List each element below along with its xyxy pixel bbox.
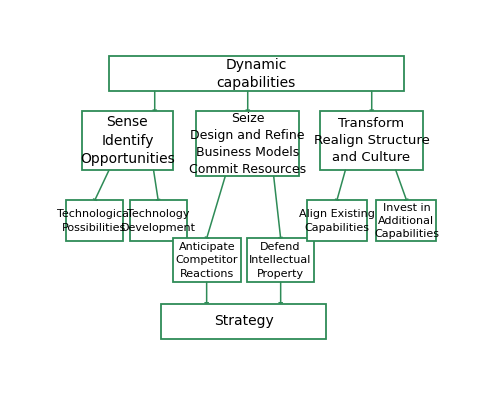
Text: Transform
Realign Structure
and Culture: Transform Realign Structure and Culture bbox=[314, 117, 430, 164]
FancyBboxPatch shape bbox=[173, 238, 241, 282]
FancyBboxPatch shape bbox=[66, 201, 122, 242]
Text: Seize
Design and Refine
Business Models
Commit Resources: Seize Design and Refine Business Models … bbox=[189, 112, 306, 176]
FancyBboxPatch shape bbox=[130, 201, 186, 242]
FancyBboxPatch shape bbox=[320, 111, 423, 170]
Text: Sense
Identify
Opportunities: Sense Identify Opportunities bbox=[80, 115, 175, 166]
FancyBboxPatch shape bbox=[82, 111, 173, 170]
Text: Align Existing
Capabilities: Align Existing Capabilities bbox=[298, 209, 374, 232]
FancyBboxPatch shape bbox=[376, 201, 436, 242]
Text: Dynamic
capabilities: Dynamic capabilities bbox=[216, 58, 296, 90]
FancyBboxPatch shape bbox=[162, 304, 326, 338]
Text: Technological
Possibilities: Technological Possibilities bbox=[57, 209, 132, 232]
Text: Invest in
Additional
Capabilities: Invest in Additional Capabilities bbox=[374, 203, 439, 239]
FancyBboxPatch shape bbox=[196, 111, 299, 176]
FancyBboxPatch shape bbox=[109, 56, 404, 91]
FancyBboxPatch shape bbox=[246, 238, 314, 282]
FancyBboxPatch shape bbox=[306, 201, 366, 242]
Text: Strategy: Strategy bbox=[214, 314, 274, 328]
Text: Defend
Intellectual
Property: Defend Intellectual Property bbox=[250, 242, 312, 279]
Text: Anticipate
Competitor
Reactions: Anticipate Competitor Reactions bbox=[176, 242, 238, 279]
Text: Technology
Development: Technology Development bbox=[121, 209, 196, 232]
